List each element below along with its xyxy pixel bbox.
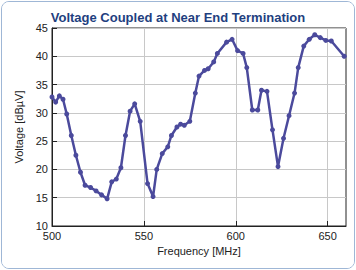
svg-text:500: 500 [43,230,61,242]
svg-text:25: 25 [36,135,48,147]
svg-text:15: 15 [36,192,48,204]
svg-text:550: 550 [135,230,153,242]
svg-text:40: 40 [36,50,48,62]
svg-text:45: 45 [36,22,48,34]
svg-text:20: 20 [36,163,48,175]
svg-text:10: 10 [35,220,48,232]
svg-text:Voltage Coupled at Near End Te: Voltage Coupled at Near End Termination [51,10,306,25]
svg-text:35: 35 [36,79,48,91]
svg-text:Frequency [MHz]: Frequency [MHz] [157,245,241,257]
svg-text:600: 600 [227,230,245,242]
svg-text:30: 30 [36,107,48,119]
svg-text:650: 650 [318,230,336,242]
svg-text:Voltage [dBµV]: Voltage [dBµV] [13,91,25,164]
